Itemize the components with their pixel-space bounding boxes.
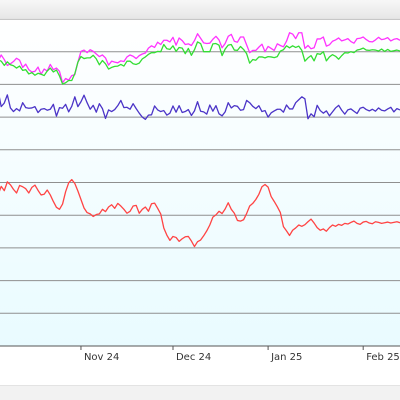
series-line-3 [0,94,400,121]
series-line-1 [0,32,400,84]
line-chart: Nov 24 Dec 24 Jan 25 Feb 25 [0,19,400,363]
x-tick-label: Feb 25 [366,352,400,363]
series-layer [0,32,400,248]
series-line-2 [0,41,400,85]
x-tick-label: Nov 24 [84,352,119,363]
series-line-4 [0,178,400,248]
window-title-bar [0,0,400,19]
x-tick-label: Dec 24 [176,352,211,363]
x-tick-label: Jan 25 [270,352,302,363]
chart-panel: Nov 24 Dec 24 Jan 25 Feb 25 [0,18,400,386]
grid-lines [0,19,400,347]
x-axis: Nov 24 Dec 24 Jan 25 Feb 25 [80,346,400,363]
